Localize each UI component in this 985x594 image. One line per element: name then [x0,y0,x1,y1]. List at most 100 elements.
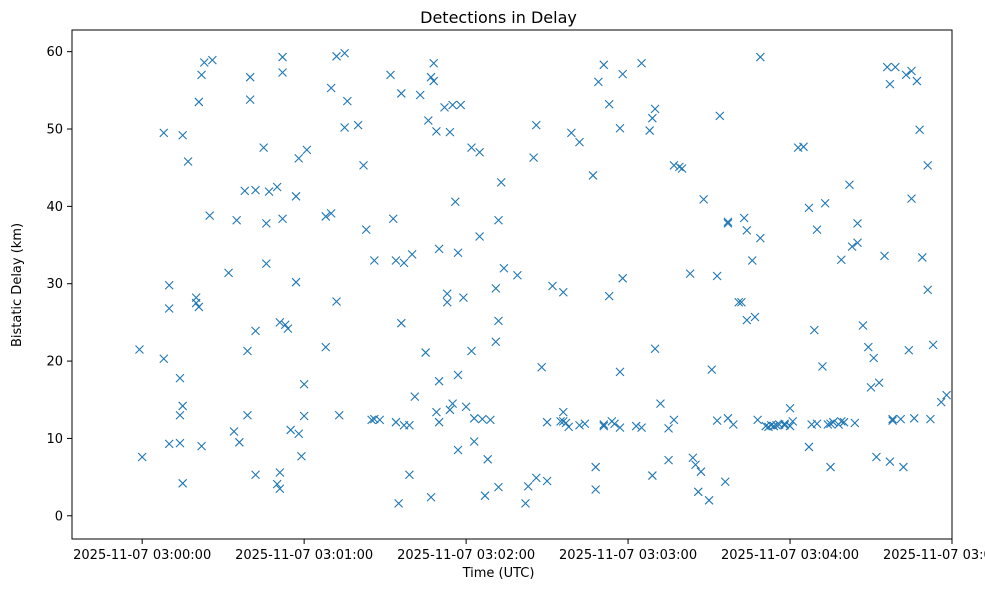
data-point-marker [245,72,255,82]
data-point-marker [321,212,331,221]
data-point-marker [410,392,420,402]
data-point-marker [847,242,857,251]
y-tick-label: 40 [46,200,63,215]
y-tick-label: 20 [46,355,63,370]
data-point-marker [453,370,463,380]
data-point-marker [915,125,924,135]
data-point-marker [197,441,206,451]
data-point-marker [707,365,717,374]
data-point-marker [486,415,495,425]
data-point-marker [261,259,271,269]
data-point-marker [566,128,576,138]
data-point-marker [575,420,584,430]
data-point-marker [912,76,922,86]
data-point-marker [537,362,547,372]
data-point-marker [448,100,458,110]
data-point-marker [645,126,655,135]
data-point-marker [407,249,417,259]
data-point-marker [685,269,695,279]
data-point-marker [839,417,849,427]
data-point-marker [615,367,625,377]
data-point-marker [812,225,822,234]
data-point-marker [858,321,868,330]
data-point-marker [264,187,274,197]
data-point-marker [494,215,503,225]
data-point-marker [513,270,522,280]
y-axis-ticks: 0 10 20 30 40 50 60 [46,45,72,524]
data-point-marker [159,128,169,138]
data-point-marker [615,123,625,133]
data-point-marker [175,373,185,383]
data-point-marker [866,382,876,392]
data-point-marker [272,479,282,489]
data-point-marker [799,142,808,152]
data-point-marker [445,405,455,415]
data-point-marker [394,499,404,508]
data-point-marker [599,421,609,431]
x-tick-label: 2025-11-07 03:05:00 [883,548,985,563]
data-point-marker [599,60,609,70]
data-point-marker [467,346,476,356]
data-point-marker [275,484,285,494]
data-point-marker [199,58,209,67]
data-point-marker [294,429,304,439]
data-point-marker [593,77,603,87]
data-point-marker [429,76,439,86]
data-point-marker [677,164,687,173]
data-point-marker [591,462,601,472]
data-point-marker [804,203,814,213]
data-point-marker [872,452,881,462]
data-point-marker [243,346,252,356]
data-point-marker [923,285,933,295]
data-point-marker [599,420,609,429]
data-point-marker [299,411,309,421]
data-point-marker [405,470,414,480]
data-point-marker [885,457,895,467]
data-point-marker [405,420,414,430]
data-point-marker [178,478,188,488]
data-point-marker [388,214,398,224]
data-point-marker [618,69,628,79]
data-point-marker [712,416,722,426]
data-point-marker [664,455,673,465]
data-point-marker [580,419,590,429]
data-point-marker [197,70,206,80]
data-point-marker [321,342,331,352]
data-point-marker [734,297,744,307]
data-point-marker [245,95,255,105]
data-point-marker [742,225,752,235]
data-point-marker [164,304,174,313]
data-point-marker [183,157,193,166]
data-point-marker [853,238,862,248]
data-point-marker [194,97,204,107]
data-point-marker [890,62,900,72]
data-point-marker [909,413,919,423]
data-point-marker [391,256,401,265]
data-point-marker [917,253,927,262]
data-point-marker [556,417,565,426]
data-point-marker [469,413,479,423]
data-point-marker [429,58,439,68]
data-point-marker [450,197,460,207]
data-point-marker [499,263,509,273]
data-point-marker [728,420,738,429]
data-point-marker [880,251,889,261]
data-point-marker [423,116,433,125]
data-point-marker [302,145,312,155]
data-point-marker [164,280,174,290]
data-point-marker [521,499,530,508]
data-point-marker [836,255,846,265]
data-point-marker [723,219,733,228]
data-point-marker [459,293,468,303]
data-point-marker [353,120,363,130]
data-point-marker [610,419,619,429]
data-point-marker [461,402,471,412]
data-point-marker [691,460,700,470]
x-tick-label: 2025-11-07 03:04:00 [721,548,859,563]
data-point-marker [564,422,574,432]
data-point-marker [723,217,733,227]
data-point-marker [137,452,147,462]
data-point-marker [286,425,296,435]
